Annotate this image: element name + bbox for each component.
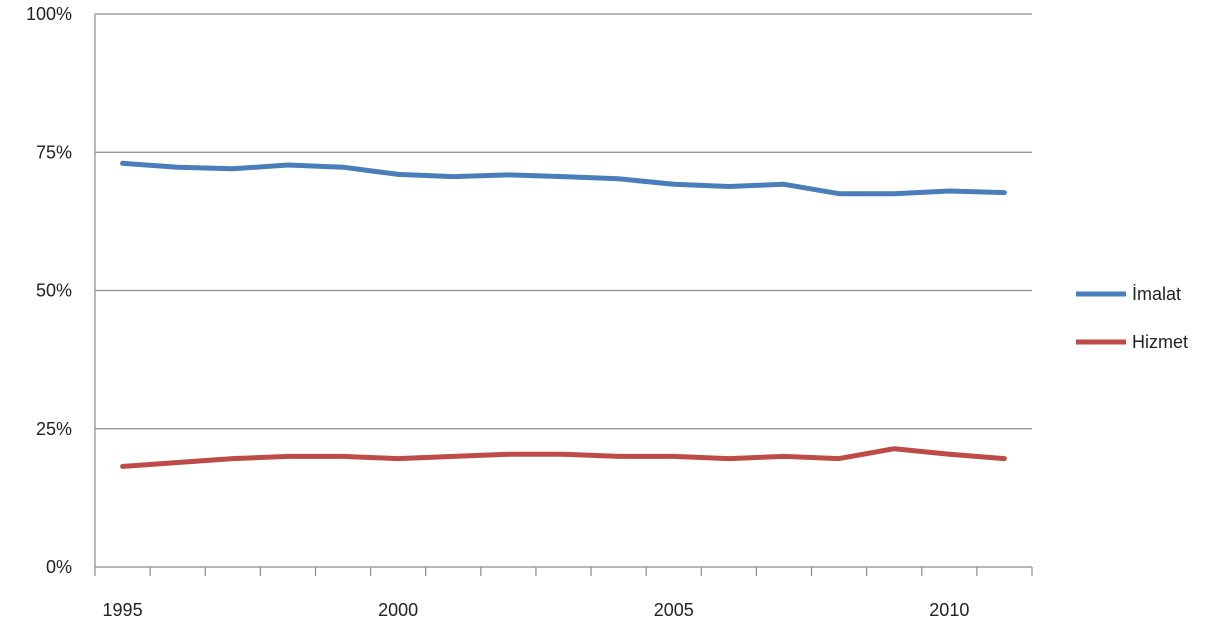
axes	[94, 14, 1033, 576]
y-tick-label: 25%	[36, 419, 72, 439]
x-tick-label: 2005	[654, 600, 694, 620]
y-tick-label: 75%	[36, 142, 72, 162]
y-tick-label: 50%	[36, 281, 72, 301]
y-tick-label: 0%	[46, 557, 72, 577]
legend-label: İmalat	[1132, 284, 1181, 304]
y-tick-label: 100%	[26, 4, 72, 24]
tick-labels: 0% 25% 50% 75% 100% 1995 2000 2005 2010	[26, 4, 969, 620]
x-tick-label: 1995	[103, 600, 143, 620]
series-line-2	[120, 446, 1007, 469]
gridlines	[95, 13, 1032, 430]
x-tick-label: 2010	[929, 600, 969, 620]
series-lines	[120, 160, 1007, 469]
x-tick-label: 2000	[378, 600, 418, 620]
series-line-1	[120, 160, 1007, 197]
legend-label: Hizmet	[1132, 332, 1188, 352]
legend: İmalat Hizmet	[1076, 284, 1188, 352]
